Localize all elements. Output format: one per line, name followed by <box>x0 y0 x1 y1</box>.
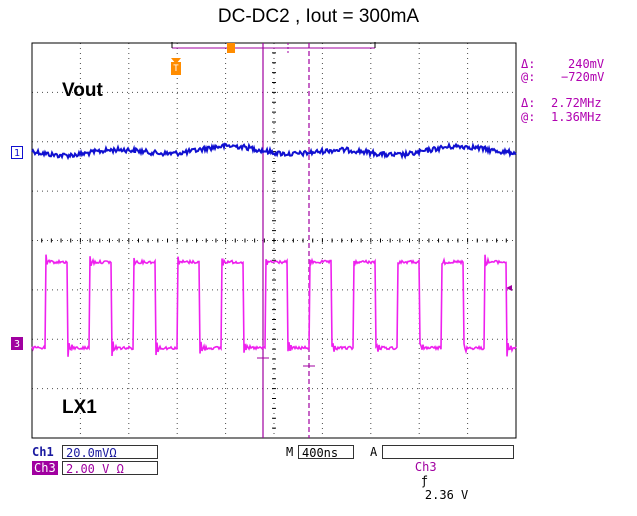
trigger-slope-icon: ƒ <box>420 474 429 488</box>
trigger-marker: T <box>171 62 181 75</box>
at-f-value: 1.36MHz <box>551 110 602 124</box>
at-v-value: −720mV <box>561 70 605 84</box>
lx1-trace <box>31 254 517 357</box>
lx1-label: LX1 <box>62 397 97 418</box>
at-f-symbol: @: <box>521 110 536 124</box>
timebase-prefix: M <box>286 445 294 459</box>
delta-f-symbol: Δ: <box>521 96 536 110</box>
trigger-mode: A <box>370 445 378 459</box>
record-bar-trigger-icon <box>227 43 235 53</box>
delta-f-value: 2.72MHz <box>551 96 602 110</box>
ch3-level-arrow-icon <box>506 285 512 291</box>
at-v-symbol: @: <box>521 70 536 84</box>
delta-v-symbol: Δ: <box>521 57 536 71</box>
trigger-level: 2.36 V <box>424 488 469 502</box>
oscilloscope-display <box>31 42 517 439</box>
ch1-status-label: Ch1 <box>32 445 54 459</box>
timebase-box: 400ns <box>298 445 354 460</box>
ch3-status-label: Ch3 <box>32 461 58 475</box>
vout-trace <box>31 141 517 161</box>
trigger-arrow-icon <box>171 58 181 64</box>
ch3-marker: 3 <box>11 337 23 350</box>
ch1-marker: 1 <box>11 146 23 159</box>
record-position-bar <box>171 42 376 64</box>
trigger-box: Ch3 ƒ 2.36 V <box>382 445 514 502</box>
chart-title: DC-DC2 , Iout = 300mA <box>217 6 420 27</box>
ch1-scale-box: 20.0mVΩ <box>62 445 158 460</box>
cursor-lines <box>257 43 512 438</box>
vout-label: Vout <box>62 80 103 101</box>
delta-v-value: 240mV <box>568 57 605 71</box>
trigger-source: Ch3 <box>414 460 437 474</box>
ch3-scale-box: 2.00 V Ω <box>62 461 158 476</box>
graticule <box>31 42 517 439</box>
